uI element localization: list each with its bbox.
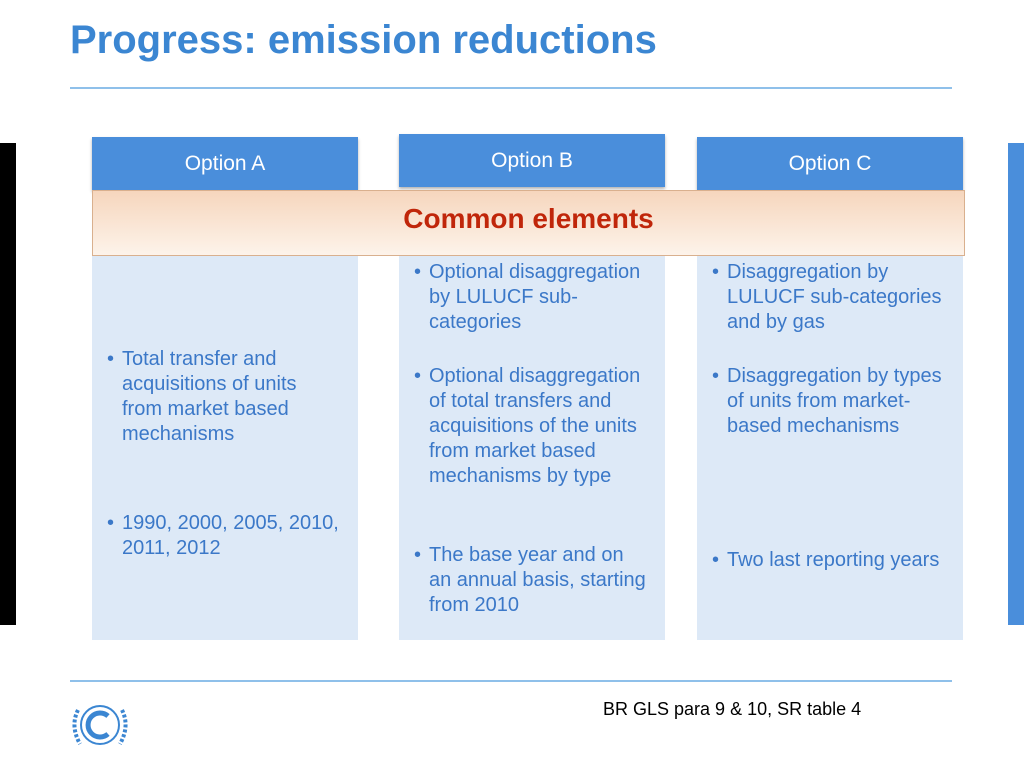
bullet: Total transfer and acquisitions of units… — [100, 347, 340, 447]
logo-laurel — [72, 709, 128, 745]
column-header: Option C — [697, 137, 963, 190]
bullet: Disaggregation by LULUCF sub-categories … — [705, 260, 945, 335]
footer-note: BR GLS para 9 & 10, SR table 4 — [603, 699, 862, 719]
bullet: Two last reporting years — [705, 548, 945, 573]
bottom-rule — [70, 680, 952, 682]
logo-ring — [80, 705, 120, 745]
slide-title: Progress: emission reductions — [70, 18, 657, 62]
common-elements: Common elements — [92, 190, 965, 256]
column-header: Option A — [92, 137, 358, 190]
bullet: 1990, 2000, 2005, 2010, 2011, 2012 — [100, 511, 340, 561]
bullet: Disaggregation by types of units from ma… — [705, 364, 945, 439]
column-header: Option B — [399, 134, 665, 187]
right-bar — [1008, 143, 1024, 625]
logo — [72, 705, 128, 745]
bullet: The base year and on an annual basis, st… — [407, 543, 647, 618]
bullet: Optional disaggregation by LULUCF sub-ca… — [407, 260, 647, 335]
left-bar — [0, 143, 16, 625]
logo-c — [85, 710, 110, 740]
top-rule — [70, 87, 952, 89]
bullet: Optional disaggregation of total transfe… — [407, 364, 647, 489]
